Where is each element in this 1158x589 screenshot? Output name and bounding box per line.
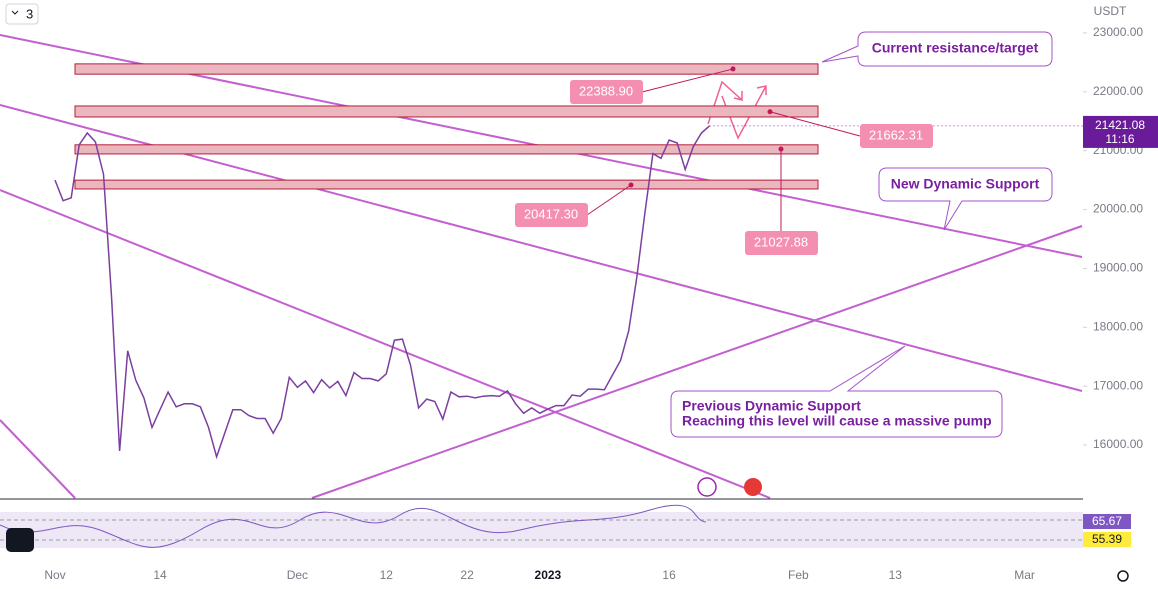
rsi-value-box [1083,514,1131,529]
event-icon[interactable] [697,477,717,497]
price-mark-dot [730,66,736,72]
annotation: New Dynamic Support [891,176,1040,192]
x-tick-label: 22 [460,568,474,582]
y-tick-label: 16000.00 [1093,437,1143,451]
y-tick-label: 19000.00 [1093,261,1143,275]
y-tick-label: 17000.00 [1093,378,1143,392]
rsi-line [0,504,707,548]
price-line [54,125,710,460]
x-tick-label: 16 [662,568,676,582]
x-tick-label: 2023 [535,568,562,582]
price-mark-dot [767,109,773,115]
settings-icon[interactable] [1117,570,1129,582]
price-mark-leader [769,111,861,137]
interval[interactable]: 3 [26,6,33,21]
price-mark-box [570,80,643,104]
price-mark-dot [778,146,784,152]
countdown: 11:16 [1105,132,1134,146]
zone [74,105,819,118]
zone [74,63,819,75]
currency[interactable]: USDT [1094,4,1127,18]
price-mark-label: 21027.88 [754,234,808,249]
annotation: Current resistance/target [872,40,1039,56]
chevron [11,10,19,15]
interval-button[interactable] [5,3,39,25]
price-mark-label: 21662.31 [869,127,923,142]
y-tick-label: 22000.00 [1093,84,1143,98]
x-tick-label: Mar [1014,568,1035,582]
rsi-ma-value: 55.39 [1092,532,1122,546]
price-mark-box [515,203,588,227]
x-tick-label: Nov [44,568,65,582]
annotation: Previous Dynamic Support [682,398,861,414]
price-mark-dot [628,182,634,188]
last-price-label: 21421.08 [1095,118,1145,132]
callouts: Current resistance/target New Dynamic Su… [670,31,1053,438]
logo [6,528,34,552]
x-tick-label: Dec [287,568,308,582]
price-mark-label: 22388.90 [579,83,633,98]
y-tick-label: 20000.00 [1093,202,1143,216]
zone [74,179,819,190]
x-tick-label: 13 [889,568,903,582]
price-mark-box [745,231,818,255]
y-tick-label: 23000.00 [1093,25,1143,39]
price-mark-box [860,124,933,148]
last-price-box [1083,115,1158,148]
rsi-band [0,512,1083,548]
rsi-value: 65.67 [1092,514,1122,528]
price-mark-label: 20417.30 [524,206,578,221]
x-tick-label: 14 [153,568,167,582]
rsi-ma-box [1083,532,1131,547]
x-tick-label: Feb [788,568,809,582]
price-mark-leader [641,68,734,93]
x-tick-label: 12 [380,568,394,582]
event-flag[interactable] [744,478,762,496]
y-tick-label: 18000.00 [1093,319,1143,333]
plot [54,63,819,460]
annotation: Reaching this level will cause a massive… [682,413,992,429]
price-mark-leader [586,184,632,216]
zone [74,144,819,155]
